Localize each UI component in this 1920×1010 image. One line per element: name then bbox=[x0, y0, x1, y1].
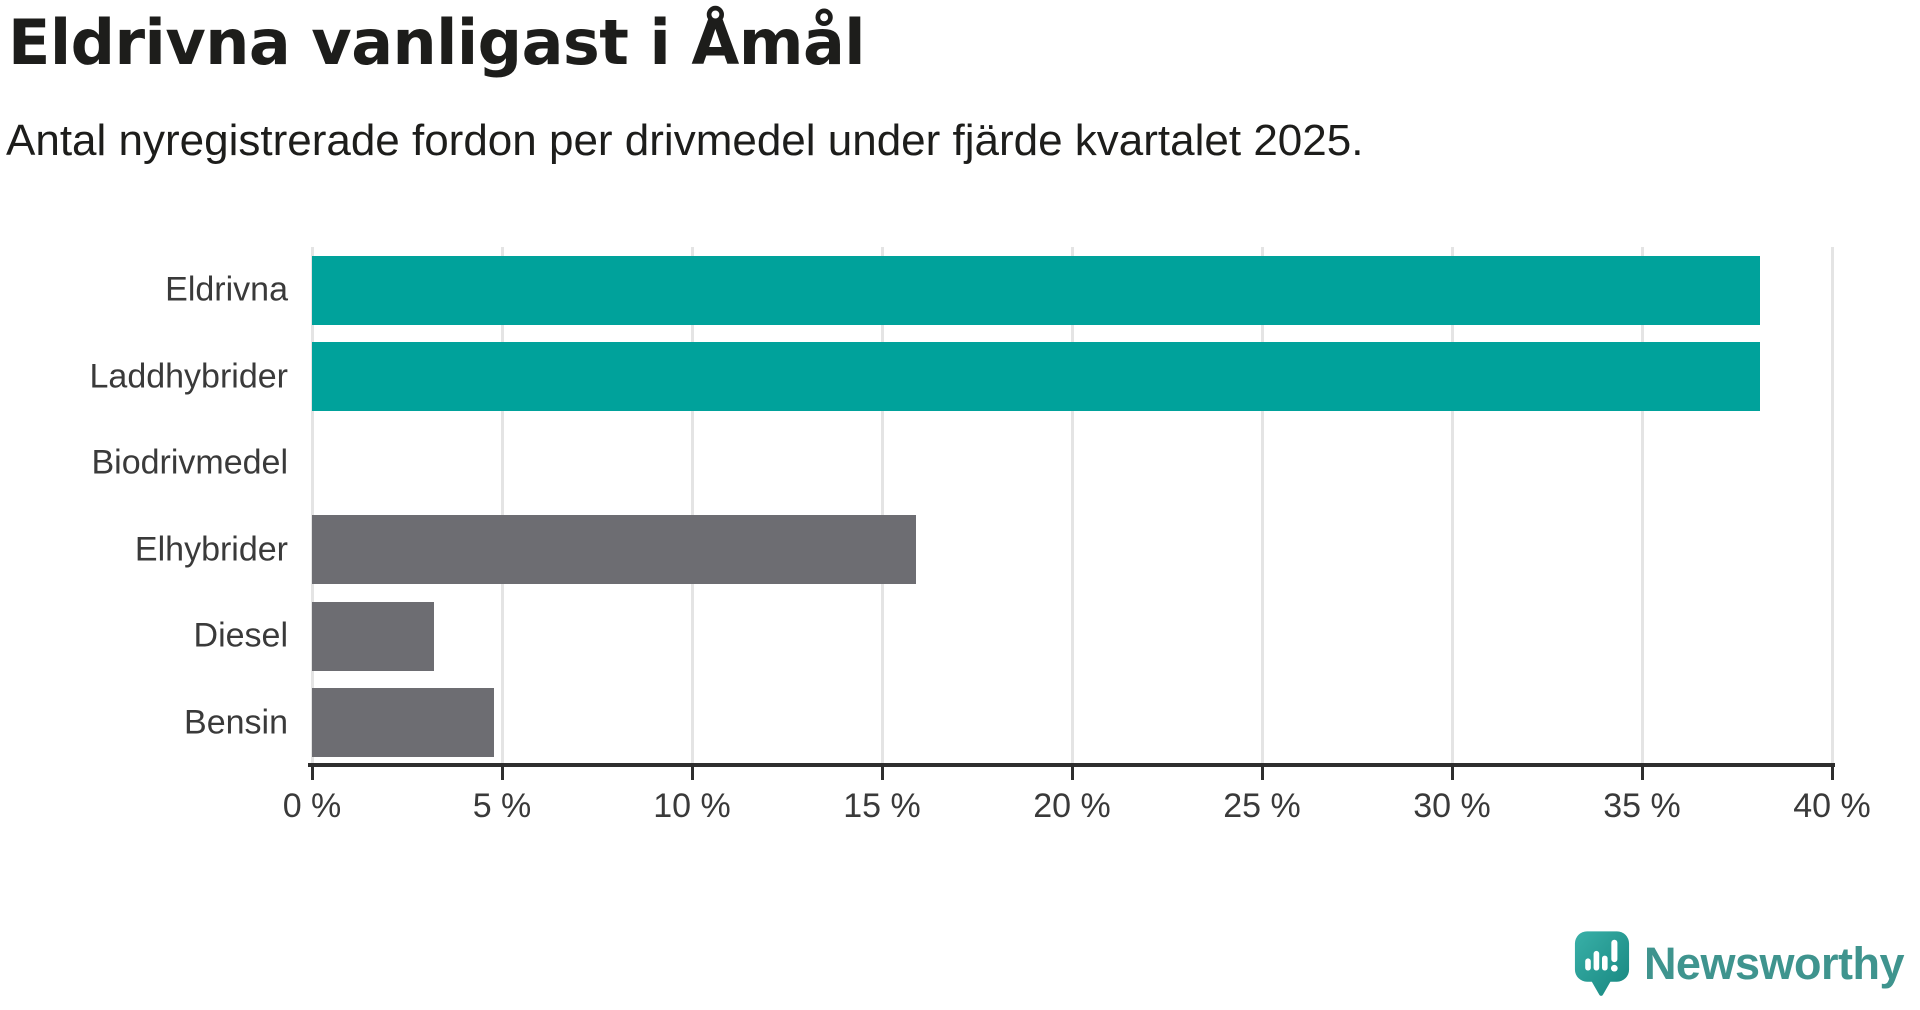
x-axis-tick bbox=[1260, 767, 1264, 780]
chart-subtitle: Antal nyregistrerade fordon per drivmede… bbox=[6, 116, 1364, 165]
gridline bbox=[310, 247, 314, 766]
newsworthy-chart-bubble-icon bbox=[1574, 931, 1630, 996]
x-axis-tick bbox=[880, 767, 884, 780]
x-axis-tick-label: 25 % bbox=[1223, 787, 1301, 825]
gridline bbox=[1260, 247, 1264, 766]
category-label: Biodrivmedel bbox=[91, 443, 288, 482]
x-axis-tick bbox=[1450, 767, 1454, 780]
category-label: Bensin bbox=[184, 703, 288, 742]
chart-title: Eldrivna vanligast i Åmål bbox=[8, 6, 866, 79]
newsworthy-logo: Newsworthy bbox=[1574, 930, 1905, 998]
newsworthy-logo-text: Newsworthy bbox=[1643, 938, 1905, 989]
x-axis-tick-label: 20 % bbox=[1033, 787, 1111, 825]
bar-laddhybrider bbox=[312, 342, 1760, 412]
gridline bbox=[1640, 247, 1644, 766]
x-axis-tick-label: 10 % bbox=[653, 787, 731, 825]
x-axis-tick-label: 0 % bbox=[282, 787, 342, 825]
category-label: Elhybrider bbox=[134, 530, 288, 569]
bar-eldrivna bbox=[312, 255, 1760, 325]
gridline bbox=[1830, 247, 1834, 766]
x-axis-tick bbox=[500, 767, 504, 780]
x-axis-tick bbox=[690, 767, 694, 780]
x-axis-tick bbox=[1640, 767, 1644, 780]
gridline bbox=[1450, 247, 1454, 766]
gridline bbox=[500, 247, 504, 766]
category-label: Eldrivna bbox=[165, 270, 288, 309]
x-axis-tick-label: 35 % bbox=[1603, 787, 1681, 825]
x-axis-tick-label: 15 % bbox=[843, 787, 921, 825]
category-label: Diesel bbox=[193, 616, 288, 655]
x-axis-tick-label: 30 % bbox=[1413, 787, 1491, 825]
x-axis-tick-label: 5 % bbox=[472, 787, 532, 825]
plot-area: 0 % 5 % 10 % 15 % 20 % 25 % 30 % 35 % 40 % bbox=[283, 247, 1871, 825]
x-axis-tick bbox=[310, 767, 314, 780]
x-axis-tick bbox=[1070, 767, 1074, 780]
gridline bbox=[1070, 247, 1074, 766]
x-axis-line bbox=[308, 763, 1835, 767]
category-axis-labels: Eldrivna Laddhybrider Biodrivmedel Elhybrid… bbox=[0, 247, 288, 766]
x-axis-tick-label: 40 % bbox=[1793, 787, 1871, 825]
category-label: Laddhybrider bbox=[89, 357, 288, 396]
bar-diesel bbox=[312, 601, 434, 671]
bar-bensin bbox=[312, 688, 495, 758]
bar-elhybrider bbox=[312, 515, 917, 585]
gridline bbox=[880, 247, 884, 766]
x-axis-tick bbox=[1830, 767, 1834, 780]
gridline bbox=[690, 247, 694, 766]
